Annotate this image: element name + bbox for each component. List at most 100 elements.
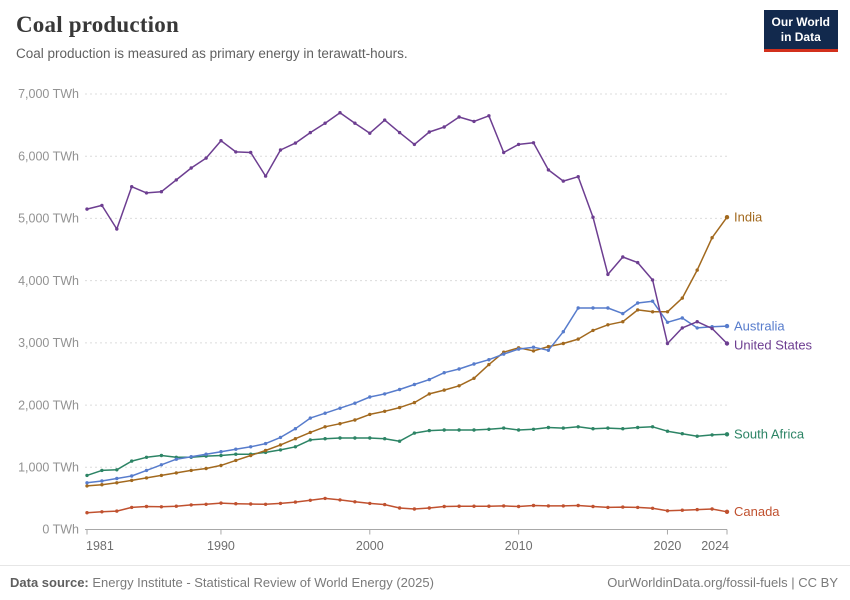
footer-links: OurWorldinData.org/fossil-fuels | CC BY [607,575,838,590]
series-india[interactable]: India [85,209,763,488]
data-point [144,504,149,509]
data-point [308,498,312,502]
series-end-dot-united-states [724,341,730,346]
data-point [502,150,506,155]
data-point [85,511,89,515]
data-point [591,215,595,219]
data-point [546,425,551,430]
data-point [516,347,521,351]
data-point [293,427,298,431]
data-point [85,481,89,485]
data-point [457,428,461,432]
data-point [546,344,551,349]
series-label-canada[interactable]: Canada [734,504,780,519]
series-line-india[interactable] [86,216,728,487]
data-point [442,125,446,129]
y-axis-label-5000: 5,000 TWh [18,212,79,226]
data-point [442,504,446,509]
series-label-india[interactable]: India [734,209,763,224]
data-point [457,115,461,119]
data-point [710,236,714,240]
data-point [427,392,431,396]
owid-logo-line2: in Data [780,30,821,44]
owid-link[interactable]: OurWorldinData.org/fossil-fuels [607,575,788,590]
data-point [263,174,268,178]
chart-footer: Data source: Energy Institute - Statisti… [0,565,850,590]
data-point [278,148,283,152]
data-point [621,255,625,259]
data-point [695,326,699,330]
data-point [308,430,312,435]
data-point [576,503,580,508]
data-point [636,301,640,305]
data-point [442,388,446,392]
data-point [576,175,580,179]
data-point [650,278,655,282]
data-point [204,502,208,506]
data-point [427,428,431,433]
data-point [323,121,327,125]
data-point [85,473,89,478]
series-line-united-states[interactable] [86,111,728,345]
data-point [561,179,565,183]
data-point [368,436,372,440]
owid-logo[interactable]: Our World in Data [763,10,838,52]
data-point [249,445,253,449]
series-label-united-states[interactable]: United States [734,337,813,352]
data-point [174,471,178,475]
data-point [234,458,238,463]
series-line-canada[interactable] [86,497,728,514]
x-axis-label-2024: 2024 [701,539,729,553]
series-line-south-africa[interactable] [86,426,728,477]
data-point [650,310,655,314]
data-point [397,439,402,443]
data-point [383,118,387,122]
data-point [606,306,610,310]
x-axis-label-1981: 1981 [86,539,114,553]
data-point [636,260,640,265]
data-point [561,330,565,334]
data-point [502,426,506,430]
data-point [115,481,119,485]
data-point [100,203,104,208]
data-point [308,438,312,442]
data-point [680,508,684,512]
data-point [263,448,268,453]
data-point [636,308,640,312]
series-united-states[interactable]: United States [85,111,813,352]
series-end-dot-australia [724,323,730,329]
series-label-south-africa[interactable]: South Africa [734,427,805,442]
data-point [234,452,238,456]
data-point [636,425,640,430]
data-point [516,504,521,509]
x-axis-label-1990: 1990 [207,539,235,553]
series-canada[interactable]: Canada [85,496,780,519]
series-line-australia[interactable] [86,300,728,484]
data-point [457,504,461,508]
data-point [174,178,178,182]
data-point [680,432,684,436]
data-point [472,362,476,366]
series-label-australia[interactable]: Australia [734,318,785,333]
data-point [487,362,491,367]
data-point [144,191,149,195]
data-point [650,425,655,429]
data-point [516,142,521,147]
data-point [353,500,357,504]
y-axis-label-0: 0 TWh [42,523,79,537]
data-point [561,426,565,430]
data-point [680,326,684,330]
data-point [293,437,298,441]
series-end-dot-canada [724,509,730,514]
data-point [412,142,417,147]
data-point [487,114,491,118]
data-point [278,443,283,447]
page-title: Coal production [16,12,179,37]
data-point [234,150,238,154]
data-point [383,437,387,441]
data-point [189,503,193,507]
data-point [323,437,327,441]
series-south-africa[interactable]: South Africa [85,425,805,478]
data-point [710,433,714,437]
series-australia[interactable]: Australia [85,299,785,485]
